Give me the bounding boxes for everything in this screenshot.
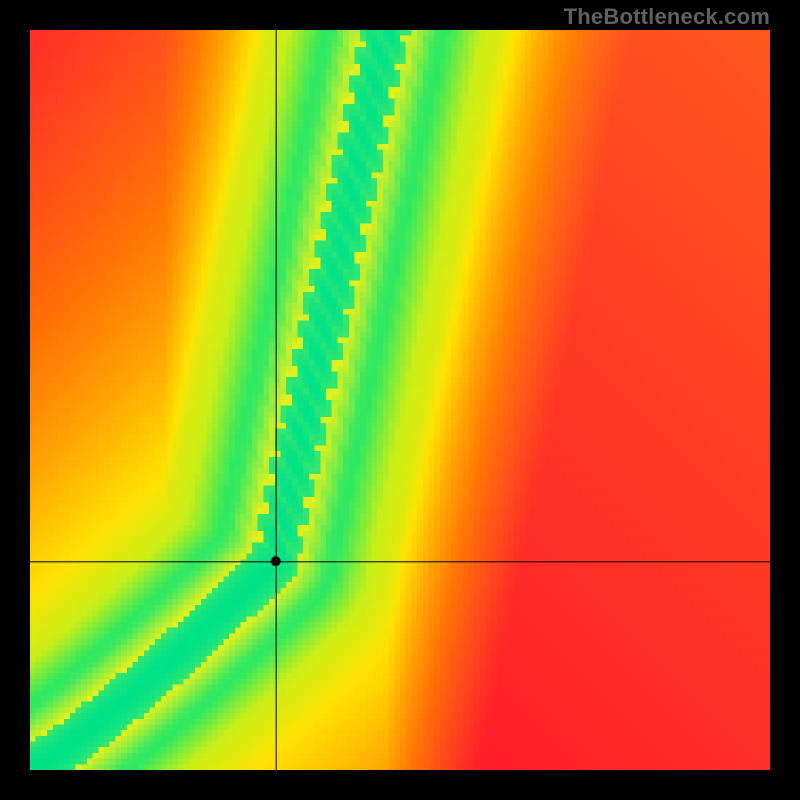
crosshair-overlay [0,0,800,800]
figure-root: { "watermark": { "text": "TheBottleneck.… [0,0,800,800]
watermark-text: TheBottleneck.com [564,4,770,30]
